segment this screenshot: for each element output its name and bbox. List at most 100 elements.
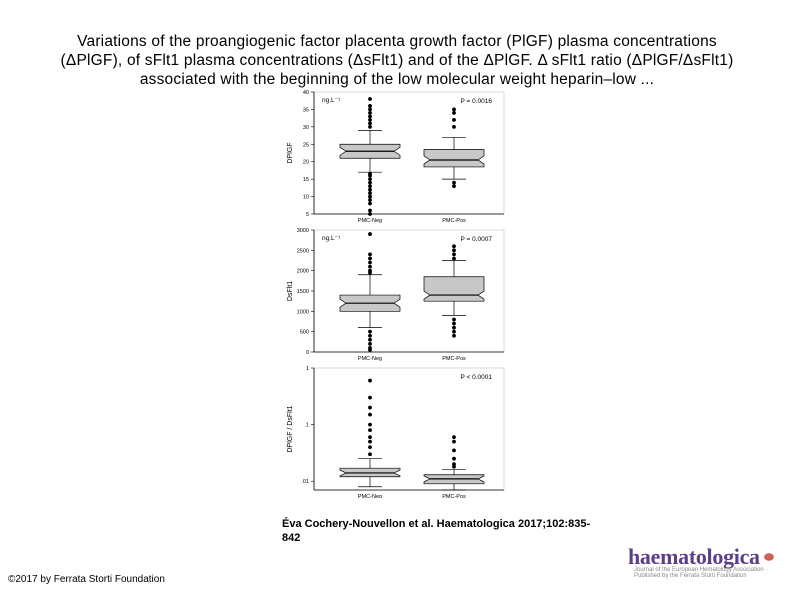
copyright-notice: ©2017 by Ferrata Storti Foundation: [8, 574, 165, 585]
outlier-point: [368, 97, 372, 101]
citation-line: Éva Cochery-Nouvellon et al. Haematologi…: [282, 518, 591, 530]
outlier-point: [368, 412, 372, 417]
outlier-point: [368, 445, 372, 450]
outlier-point: [368, 208, 372, 213]
p-value-label: P = 0.0007: [460, 236, 492, 243]
outlier-point: [452, 180, 456, 185]
outlier-point: [368, 256, 372, 261]
box-iqr: [423, 149, 485, 168]
boxplot-panel: .01 .1 1 DPlGF / DsFlt1 P < 0.0001 PMC-Neg PMC…: [287, 366, 505, 498]
boxplot-figure: 5 10 15 20 25 30 35 40 DPlGF ng.L⁻¹ P = 0.0016 PMC-…: [282, 86, 512, 498]
outlier-point: [368, 107, 372, 112]
outlier-point: [368, 212, 372, 216]
y-axis-label: DsFlt1: [287, 281, 294, 301]
outlier-point: [368, 439, 372, 444]
y-tick-label: .01: [301, 479, 309, 485]
box-iqr: [423, 276, 485, 302]
outlier-point: [368, 405, 372, 410]
slide-title-line: (ΔPlGF), of sFlt1 plasma concentrations …: [60, 52, 734, 69]
logo-wordmark: haematologica: [628, 544, 760, 569]
outlier-point: [368, 337, 372, 342]
category-label: PMC-Pos: [442, 356, 466, 362]
outlier-point: [368, 114, 372, 119]
y-tick-label: 1500: [297, 289, 309, 295]
y-tick-label: 40: [303, 90, 309, 96]
outlier-point: [368, 172, 372, 176]
y-tick-label: 1: [306, 366, 309, 372]
y-tick-label: 3000: [297, 228, 309, 234]
outlier-point: [368, 395, 372, 400]
outlier-point: [368, 104, 372, 108]
plot-frame: [313, 367, 505, 491]
outlier-point: [452, 439, 456, 444]
outlier-point: [368, 341, 372, 346]
y-axis-label: DPlGF: [287, 143, 294, 164]
y-tick-label: 2500: [297, 248, 309, 254]
outlier-point: [452, 117, 456, 122]
y-tick-label: 10: [303, 195, 309, 201]
y-tick-label: 1000: [297, 309, 309, 315]
outlier-point: [368, 198, 372, 202]
outlier-point: [452, 256, 456, 261]
outlier-point: [368, 422, 372, 427]
haematologica-logo: haematologica Journal of the European He…: [618, 544, 778, 580]
citation: Éva Cochery-Nouvellon et al. Haematologi…: [282, 517, 622, 545]
y-tick-label: 2000: [297, 269, 309, 275]
y-tick-label: 25: [303, 142, 309, 148]
outlier-point: [368, 264, 372, 269]
outlier-point: [368, 346, 372, 350]
outlier-point: [368, 117, 372, 122]
y-tick-label: .1: [304, 423, 309, 429]
slide-title-line: associated with the beginning of the low…: [139, 71, 655, 88]
logo-tagline: Journal of the European Hematology Assoc…: [634, 567, 768, 579]
outlier-point: [452, 111, 456, 115]
unit-label: ng.L⁻¹: [322, 97, 341, 104]
unit-label: ng.L⁻¹: [322, 235, 341, 242]
outlier-point: [452, 462, 456, 467]
outlier-point: [368, 184, 372, 189]
outlier-point: [368, 452, 372, 457]
citation-line: 842: [282, 532, 301, 544]
y-tick-label: 0: [306, 350, 309, 356]
outlier-point: [368, 201, 372, 206]
outlier-point: [452, 448, 456, 453]
outlier-point: [368, 252, 372, 257]
y-tick-label: 35: [303, 107, 309, 113]
outlier-point: [452, 435, 456, 440]
y-tick-label: 20: [303, 160, 309, 166]
outlier-point: [368, 177, 372, 182]
slide-title-line: Variations of the proangiogenic factor p…: [77, 33, 717, 50]
outlier-point: [452, 244, 456, 249]
y-tick-label: 15: [303, 177, 309, 183]
outlier-point: [452, 325, 456, 330]
outlier-point: [452, 321, 456, 326]
outlier-point: [368, 268, 372, 273]
outlier-point: [452, 107, 456, 112]
outlier-point: [368, 187, 372, 192]
p-value-label: P = 0.0016: [460, 98, 492, 105]
outlier-point: [368, 378, 372, 383]
outlier-point: [452, 333, 456, 338]
p-value-label: P < 0.0001: [460, 374, 492, 381]
outlier-point: [452, 184, 456, 189]
category-label: PMC-Neg: [358, 218, 382, 224]
outlier-point: [452, 329, 456, 334]
y-axis-label: DPlGF / DsFlt1: [287, 405, 294, 452]
category-label: PMC-Neg: [358, 494, 382, 498]
outlier-point: [368, 111, 372, 115]
boxplot-panel: 0 500 1000 1500 2000 2500 3000 DsFlt1 ng.L⁻¹ P = …: [287, 228, 505, 362]
outlier-point: [368, 180, 372, 185]
y-tick-label: 500: [300, 330, 309, 336]
outlier-point: [368, 333, 372, 338]
outlier-point: [368, 232, 372, 236]
category-label: PMC-Pos: [442, 494, 466, 498]
outlier-point: [368, 191, 372, 195]
outlier-point: [452, 456, 456, 461]
outlier-point: [368, 329, 372, 334]
logo-emblem-icon: [764, 553, 774, 561]
slide-title: Variations of the proangiogenic factor p…: [20, 32, 774, 89]
outlier-point: [368, 121, 372, 126]
outlier-point: [368, 194, 372, 199]
category-label: PMC-Pos: [442, 218, 466, 224]
